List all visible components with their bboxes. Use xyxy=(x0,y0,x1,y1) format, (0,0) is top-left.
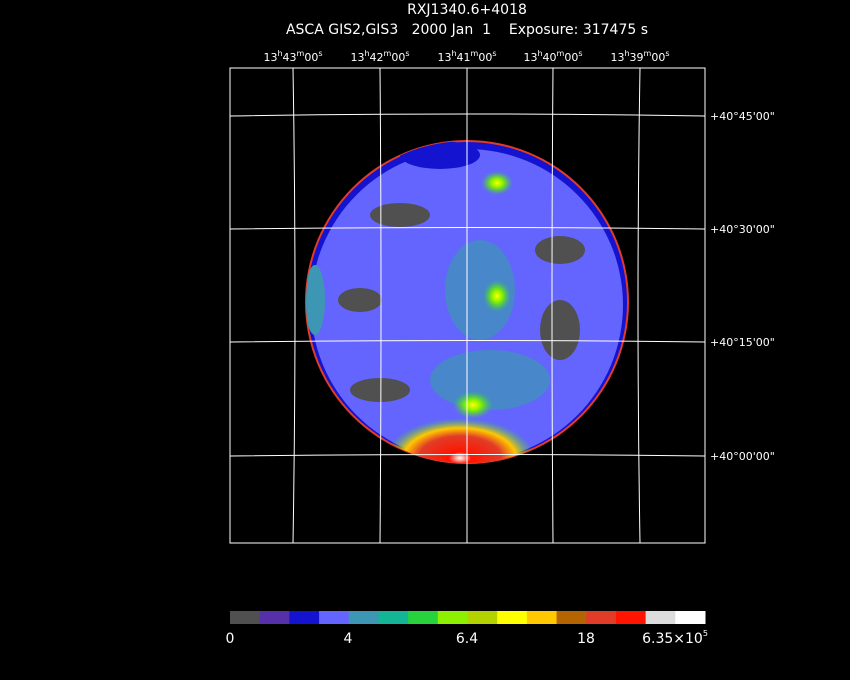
colorbar-label: 18 xyxy=(577,631,595,647)
colorbar-swatch xyxy=(230,611,261,624)
colorbar-swatch xyxy=(645,611,676,624)
dec-label: +40°45'00" xyxy=(710,110,775,123)
ra-label: 13h40m00s xyxy=(523,49,582,64)
colorbar-swatch xyxy=(319,611,350,624)
ra-label: 13h43m00s xyxy=(263,49,322,64)
colorbar-swatch xyxy=(467,611,498,624)
colorbar-swatch xyxy=(408,611,439,624)
colorbar-swatch xyxy=(675,611,706,624)
dec-label: +40°15'00" xyxy=(710,336,775,349)
title: RXJ1340.6+4018 xyxy=(407,2,527,18)
colorbar-label: 6.4 xyxy=(456,631,478,647)
colorbar-label: 6.35×105 xyxy=(642,629,708,647)
ra-label: 13h42m00s xyxy=(350,49,409,64)
colorbar-swatch xyxy=(437,611,468,624)
colorbar-label: 4 xyxy=(344,631,353,647)
coordinate-grid xyxy=(229,67,706,544)
ra-labels: 13h43m00s 13h42m00s 13h41m00s 13h40m00s 13h3… xyxy=(263,49,669,64)
dec-labels: +40°45'00" +40°30'00" +40°15'00" +40°00'00" xyxy=(710,110,775,463)
sky-image xyxy=(305,140,629,464)
colorbar-swatch xyxy=(586,611,617,624)
dec-label: +40°30'00" xyxy=(710,223,775,236)
subtitle: ASCA GIS2,GIS3 2000 Jan 1 Exposure: 3174… xyxy=(286,22,648,38)
colorbar-swatch xyxy=(348,611,379,624)
colorbar-swatch xyxy=(497,611,528,624)
colorbar-swatch xyxy=(289,611,320,624)
ra-label: 13h41m00s xyxy=(437,49,496,64)
colorbar-swatch xyxy=(526,611,558,624)
colorbar-swatch xyxy=(556,611,587,624)
colorbar-label: 0 xyxy=(226,631,235,647)
colorbar-swatch xyxy=(615,611,647,624)
colorbar-swatch xyxy=(378,611,409,624)
ra-label: 13h39m00s xyxy=(610,49,669,64)
colorbar-swatch xyxy=(259,611,290,624)
colorbar: 0 4 6.4 18 xyxy=(226,611,706,647)
dec-label: +40°00'00" xyxy=(710,450,775,463)
